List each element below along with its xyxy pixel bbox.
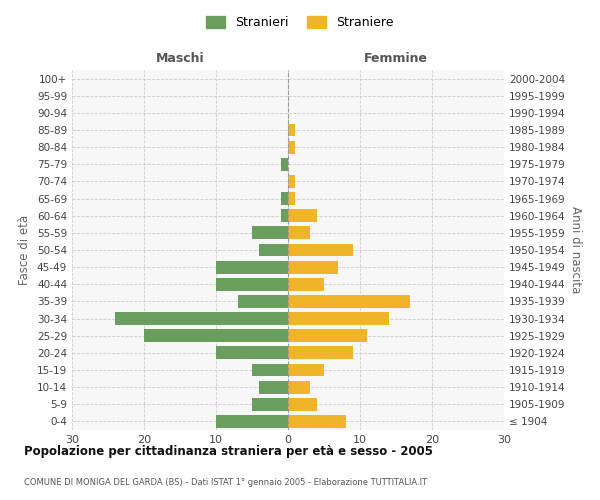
Legend: Stranieri, Straniere: Stranieri, Straniere	[202, 11, 398, 34]
Bar	[288, 330, 367, 342]
Text: Maschi: Maschi	[155, 52, 205, 65]
Bar	[288, 415, 346, 428]
Bar	[216, 260, 288, 274]
Bar	[288, 346, 353, 360]
Bar	[288, 398, 317, 410]
Bar	[288, 175, 295, 188]
Bar	[288, 364, 324, 376]
Bar	[288, 278, 324, 290]
Bar	[288, 124, 295, 136]
Bar	[281, 158, 288, 170]
Bar	[288, 260, 338, 274]
Bar	[144, 330, 288, 342]
Bar	[281, 210, 288, 222]
Bar	[216, 415, 288, 428]
Text: Femmine: Femmine	[364, 52, 428, 65]
Y-axis label: Anni di nascita: Anni di nascita	[569, 206, 582, 294]
Text: COMUNE DI MONIGA DEL GARDA (BS) - Dati ISTAT 1° gennaio 2005 - Elaborazione TUTT: COMUNE DI MONIGA DEL GARDA (BS) - Dati I…	[24, 478, 427, 487]
Bar	[288, 380, 310, 394]
Bar	[259, 380, 288, 394]
Text: Popolazione per cittadinanza straniera per età e sesso - 2005: Popolazione per cittadinanza straniera p…	[24, 445, 433, 458]
Bar	[216, 346, 288, 360]
Bar	[216, 278, 288, 290]
Bar	[288, 140, 295, 153]
Bar	[281, 192, 288, 205]
Bar	[288, 244, 353, 256]
Bar	[259, 244, 288, 256]
Bar	[115, 312, 288, 325]
Bar	[288, 295, 410, 308]
Bar	[252, 364, 288, 376]
Bar	[288, 312, 389, 325]
Bar	[238, 295, 288, 308]
Bar	[252, 226, 288, 239]
Bar	[288, 192, 295, 205]
Bar	[252, 398, 288, 410]
Bar	[288, 226, 310, 239]
Bar	[288, 210, 317, 222]
Y-axis label: Fasce di età: Fasce di età	[19, 215, 31, 285]
